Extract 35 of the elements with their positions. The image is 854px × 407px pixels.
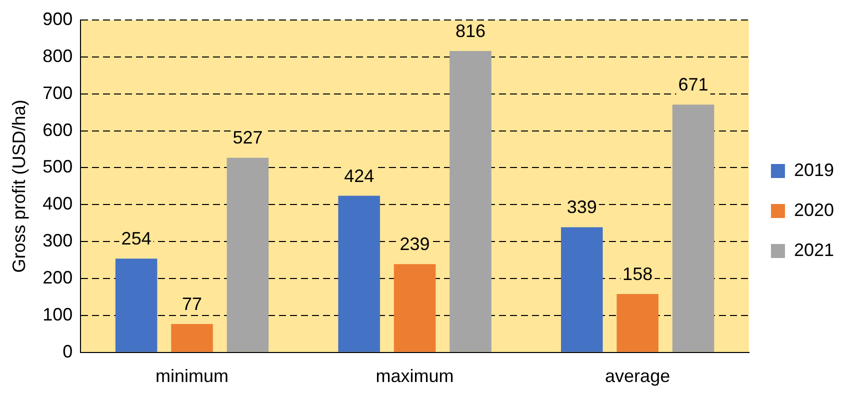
data-label: 77 xyxy=(182,294,202,314)
data-label: 816 xyxy=(455,20,486,41)
bar xyxy=(338,196,380,352)
y-tick-label: 700 xyxy=(42,82,73,103)
bar xyxy=(560,227,603,352)
x-tick-label: minimum xyxy=(156,366,229,386)
y-tick-label: 300 xyxy=(42,230,73,251)
data-label: 527 xyxy=(232,128,263,148)
bar xyxy=(616,294,658,352)
legend-label: 2019 xyxy=(794,160,834,180)
bar xyxy=(226,158,269,352)
y-tick-label: 200 xyxy=(42,268,73,288)
bar xyxy=(394,264,436,352)
data-label: 339 xyxy=(566,197,597,218)
data-label: 424 xyxy=(344,166,374,186)
legend-label: 2020 xyxy=(794,200,834,220)
y-tick-label: 0 xyxy=(62,341,73,362)
bar xyxy=(672,104,714,352)
bar xyxy=(450,51,492,352)
x-tick-label: maximum xyxy=(376,366,454,386)
data-label: 239 xyxy=(400,234,430,254)
legend-label: 2021 xyxy=(794,240,834,260)
y-tick-label: 500 xyxy=(42,156,73,177)
y-axis-title: Gross profit (USD/ha) xyxy=(8,100,29,273)
data-label: 158 xyxy=(622,264,653,284)
y-tick-label: 900 xyxy=(42,8,73,29)
x-tick-label: average xyxy=(605,366,670,386)
y-tick-label: 400 xyxy=(42,194,73,214)
bar xyxy=(115,258,158,352)
data-label: 671 xyxy=(678,74,708,95)
data-label: 254 xyxy=(121,228,152,249)
bar xyxy=(171,324,213,352)
y-tick-label: 100 xyxy=(42,304,73,324)
y-tick-label: 800 xyxy=(42,46,73,66)
y-tick-label: 600 xyxy=(42,120,73,140)
